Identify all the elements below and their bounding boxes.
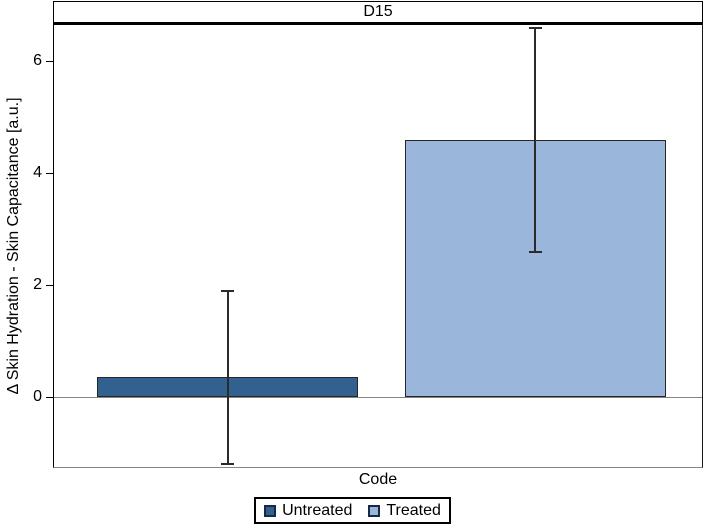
y-tick-label: 2 bbox=[33, 276, 42, 294]
y-tick-mark bbox=[46, 284, 53, 286]
x-axis-label: Code bbox=[358, 471, 398, 488]
chart-title: D15 bbox=[363, 3, 393, 20]
plot-area bbox=[53, 22, 703, 468]
y-tick-mark bbox=[46, 172, 53, 174]
error-bar-line-untreated bbox=[226, 290, 229, 465]
legend-swatch-treated bbox=[368, 504, 381, 517]
legend: Untreated Treated bbox=[0, 497, 705, 524]
legend-frame: Untreated Treated bbox=[254, 497, 451, 524]
chart-title-box: D15 bbox=[53, 1, 703, 22]
legend-swatch-untreated bbox=[264, 504, 277, 517]
error-bar-cap-bottom-untreated bbox=[221, 463, 235, 466]
legend-label: Untreated bbox=[282, 502, 353, 519]
error-bar-line-treated bbox=[534, 27, 537, 252]
y-tick-mark bbox=[46, 60, 53, 62]
legend-label: Treated bbox=[386, 502, 441, 519]
error-bar-cap-bottom-treated bbox=[528, 250, 542, 253]
legend-entry-treated: Treated bbox=[368, 501, 441, 520]
error-bar-cap-top-treated bbox=[528, 26, 542, 29]
legend-entry-untreated: Untreated bbox=[264, 501, 352, 520]
y-tick-label: 4 bbox=[33, 164, 42, 182]
zero-baseline bbox=[54, 397, 702, 399]
y-tick-label: 6 bbox=[33, 52, 42, 70]
error-bar-cap-top-untreated bbox=[221, 289, 235, 292]
y-axis-label: Δ Skin Hydration - Skin Capacitance [a.u… bbox=[5, 97, 22, 395]
y-tick-mark bbox=[46, 396, 53, 398]
y-tick-label: 0 bbox=[33, 388, 42, 406]
